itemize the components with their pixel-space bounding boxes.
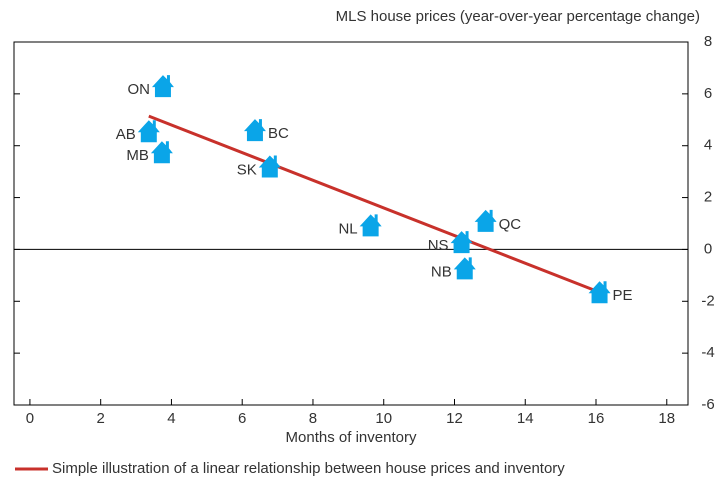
point-label: QC (499, 216, 522, 233)
x-axis-title: Months of inventory (286, 429, 417, 446)
house-marker (474, 209, 497, 232)
point-label: AB (116, 126, 136, 143)
house-marker (150, 141, 173, 164)
point-label: ON (127, 81, 150, 98)
x-tick-label: 8 (309, 410, 317, 427)
house-marker (243, 119, 266, 142)
plot-frame (13, 41, 689, 406)
legend-label: Simple illustration of a linear relation… (52, 460, 565, 477)
house-marker (588, 281, 611, 304)
point-label: NS (428, 237, 449, 254)
point-label: NL (338, 220, 357, 237)
x-tick-label: 10 (375, 410, 392, 427)
x-tick-label: 2 (97, 410, 105, 427)
house-marker (359, 214, 382, 237)
y-tick-label: 0 (704, 240, 712, 257)
x-tick-label: 12 (446, 410, 463, 427)
point-label: SK (237, 161, 257, 178)
y-tick-label: 4 (704, 137, 712, 154)
trend-line (148, 114, 601, 294)
point-label: NB (431, 263, 452, 280)
y-tick-label: 6 (704, 85, 712, 102)
x-tick-label: 14 (517, 410, 534, 427)
x-tick-label: 6 (238, 410, 246, 427)
house-marker (258, 155, 281, 178)
point-label: MB (126, 147, 149, 164)
y-tick-label: 2 (704, 189, 712, 206)
house-marker (151, 75, 174, 98)
house-marker (450, 231, 473, 254)
y-axis-title: MLS house prices (year-over-year percent… (336, 8, 700, 25)
x-tick-label: 0 (26, 410, 34, 427)
y-tick-label: -6 (701, 396, 714, 413)
x-tick-label: 4 (167, 410, 175, 427)
y-tick-label: -2 (701, 292, 714, 309)
y-tick-label: -4 (701, 344, 714, 361)
y-tick-label: 8 (704, 33, 712, 50)
point-label: BC (268, 125, 289, 142)
house-marker (137, 120, 160, 143)
x-tick-label: 18 (658, 410, 675, 427)
x-tick-label: 16 (588, 410, 605, 427)
house-marker (453, 257, 476, 280)
point-label: PE (613, 287, 633, 304)
